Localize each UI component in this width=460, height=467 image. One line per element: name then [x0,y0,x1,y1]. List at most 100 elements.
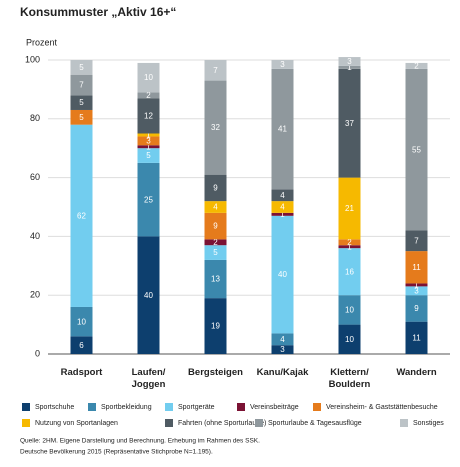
data-label: 21 [345,204,354,213]
bar-segment [70,124,93,307]
bar-segment [338,295,361,325]
data-label: 9 [213,183,218,192]
bar-segment [204,245,227,260]
bar-segment [271,68,294,190]
bar-segment [70,306,93,337]
x-tick-label-line: Laufen/ [132,367,166,378]
x-tick-label-line: Klettern/ [330,367,369,378]
bar-segment [338,239,361,246]
source: Deutsche Bevölkerung 2015 (Repräsentativ… [20,449,213,456]
legend-swatch [165,419,173,427]
bar-segment [271,345,294,354]
x-tick-label-line: Joggen [132,379,166,390]
bar-segment [405,62,428,69]
bar-segment [137,98,160,134]
x-tick-label: Klettern/Bouldern [329,367,371,390]
data-label: 55 [412,145,421,154]
bar-segment [338,65,361,69]
bar-segment [271,189,294,202]
bar-segment [137,92,160,99]
legend-swatch [165,403,173,411]
data-label: 10 [77,317,86,326]
bar-segment [137,236,160,354]
chart-title: Konsummuster „Aktiv 16+“ [20,5,176,19]
bar-segment [204,239,227,246]
x-tick-label-line: Bouldern [329,379,371,390]
data-label: 1 [347,63,352,72]
bar-segment [338,68,361,178]
data-label: 40 [278,270,287,279]
data-label: 62 [77,211,86,220]
bar-segment [137,136,160,146]
bar-segment [271,333,294,346]
bar-segment [204,174,227,202]
legend-swatch [22,419,30,427]
data-label: 3 [280,60,285,69]
bar-segment [405,68,428,231]
bar-segment [405,230,428,252]
bar-segment [137,145,160,149]
bar-segment [271,60,294,69]
bar-segment [405,321,428,354]
x-tick-label-text: Kanu/Kajak [257,367,309,378]
legend-swatch [237,403,245,411]
legend-swatch [313,403,321,411]
data-label: 40 [144,291,153,300]
y-tick-label: 20 [30,290,40,300]
bar-segment [204,80,227,175]
y-tick-label: 80 [30,113,40,123]
bar-segment [70,109,93,125]
x-tick-label: Bergsteigen [188,367,243,378]
data-label: 6 [79,341,84,350]
legend-label: Sonstiges [413,420,444,427]
data-label: 3 [280,345,285,354]
x-tick-label-text: Bergsteigen [188,367,243,378]
bar-segment [338,324,361,354]
data-label: 1 [347,242,352,251]
bar-segment [70,60,93,75]
bar-segment [204,212,227,240]
data-label: 11 [412,263,421,272]
data-label: 9 [213,222,218,231]
bar-segment [271,201,294,213]
bar-segment [137,148,160,163]
legend-label: Sportgeräte [178,404,215,411]
data-label: 10 [345,335,354,344]
data-label: 5 [79,113,84,122]
bar-segment [204,60,227,81]
data-label: 5 [79,63,84,72]
bar-segment [338,177,361,240]
legend-label: Nutzung von Sportanlagen [35,420,118,427]
x-tick-label-text: Radsport [61,367,104,378]
data-label: 4 [213,203,218,212]
data-label: 3 [347,57,352,66]
bar-segment [405,286,428,296]
bar-segment [338,245,361,249]
bar-segment [70,336,93,354]
data-label: 3 [414,286,419,295]
y-tick-label: 60 [30,172,40,182]
bar-segment [137,62,160,93]
bar-segment [204,298,227,354]
legend-label: Sportschuhe [35,404,74,411]
data-label: 2 [414,61,419,70]
bar-segment [338,248,361,296]
data-label: 13 [211,275,220,284]
data-label: 19 [211,322,220,331]
data-label: 4 [280,191,285,200]
x-tick-label: Kanu/Kajak [257,367,309,378]
bar-segment [137,133,160,137]
x-tick-label-text: Laufen/Joggen [132,367,166,390]
data-label: 4 [280,203,285,212]
y-tick-label: 0 [35,348,40,358]
bar-segment [271,215,294,334]
x-tick-label-text: Wandern [396,367,436,378]
legend-swatch [88,403,96,411]
data-label: 1 [414,281,419,290]
y-axis-label: Prozent [26,37,58,47]
y-tick-label: 100 [25,54,40,64]
bar-segment [271,212,294,216]
data-label: 10 [144,73,153,82]
legend-label: Sporturlaube & Tagesausflüge [268,420,362,427]
